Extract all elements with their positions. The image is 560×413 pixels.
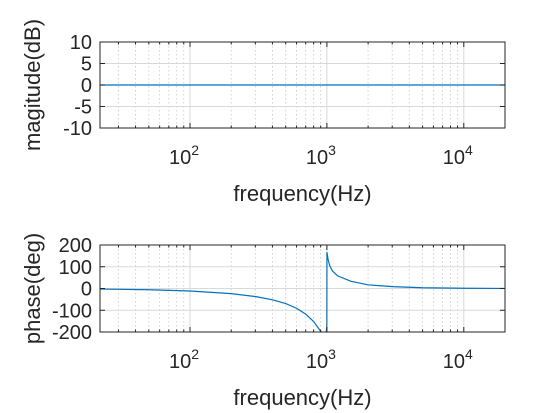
y-tick-label: 10 [70,32,92,54]
x-tick-label: 103 [306,142,336,169]
y-tick-label: -100 [52,300,92,322]
y-tick-label: 5 [81,54,92,76]
y-axis-label: magitude(dB) [20,19,45,151]
x-axis-label: frequency(Hz) [233,181,371,206]
y-tick-label: 0 [81,75,92,97]
y-tick-label: 0 [81,279,92,301]
y-axis-label: phase(deg) [20,233,45,344]
y-tick-label: -5 [74,97,92,119]
x-tick-label: 103 [306,346,336,373]
x-axis-label: frequency(Hz) [233,385,371,410]
y-tick-label: 100 [59,257,92,279]
y-tick-label: -200 [52,322,92,344]
x-tick-label: 102 [169,346,199,373]
x-tick-label: 104 [443,346,473,373]
series-line-0 [100,252,505,332]
x-tick-label: 104 [443,142,473,169]
y-tick-label: 200 [59,235,92,257]
y-tick-label: -10 [63,118,92,140]
x-tick-label: 102 [169,142,199,169]
